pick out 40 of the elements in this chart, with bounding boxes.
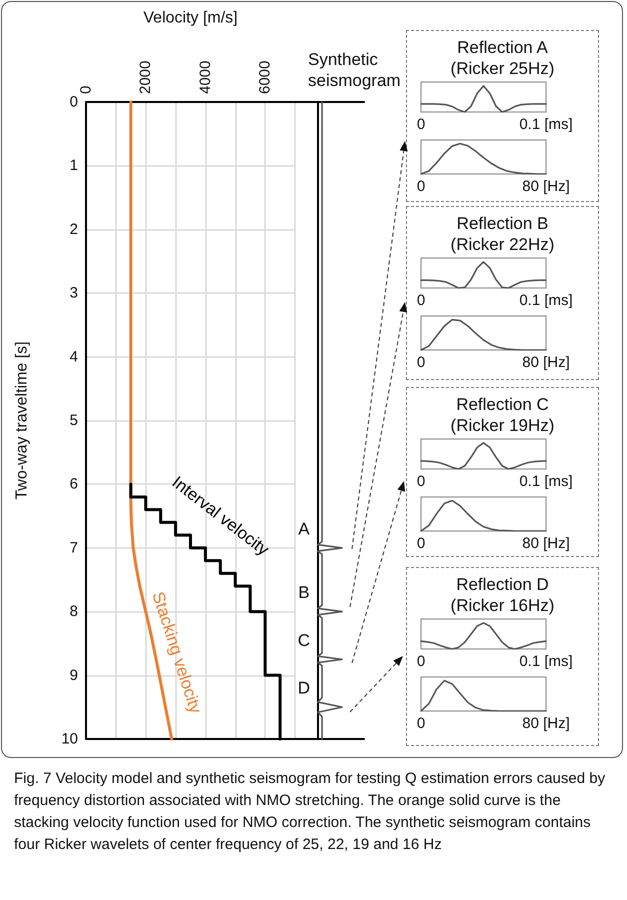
x-tick-label: 0 — [78, 86, 94, 94]
text: A — [298, 519, 310, 538]
x-tick-label: 4000 — [196, 60, 214, 94]
text: Stacking velocity — [148, 589, 206, 716]
chart-subtitle: (Ricker 19Hz) — [450, 416, 554, 435]
x-tick-label: 0.1 [ms] — [519, 473, 573, 490]
y-tick-label: 0 — [70, 94, 78, 110]
y-tick-label: 1 — [70, 157, 78, 174]
x-tick-label: 80 [Hz] — [522, 715, 570, 732]
chart-title: Synthetic seismogram — [308, 50, 401, 90]
y-tick-label: 2 — [70, 220, 78, 238]
y-tick-label: 4 — [70, 348, 78, 366]
chart-title: Reflection B — [456, 214, 548, 233]
x-tick-label: 0.1 [ms] — [519, 292, 573, 309]
chart-subtitle: (Ricker 22Hz) — [450, 235, 554, 254]
y-tick-label: 6 — [70, 476, 78, 493]
y-tick-label: 9 — [70, 666, 78, 684]
text: D — [298, 678, 310, 698]
x-tick-label: 0.1 [ms] — [519, 116, 573, 133]
x-tick-label: 80 [Hz] — [522, 178, 570, 195]
x-tick-label: 80 [Hz] — [522, 535, 570, 552]
y-tick-label: 7 — [70, 539, 78, 556]
text: C — [298, 630, 310, 650]
y-tick-label: 3 — [70, 284, 78, 302]
chart-title: Reflection D — [456, 575, 549, 594]
y-tick-label: 5 — [70, 412, 78, 429]
chart-subtitle: (Ricker 25Hz) — [450, 59, 554, 78]
chart-title: Reflection C — [456, 395, 549, 414]
x-axis-title: Velocity [m/s] — [143, 10, 238, 26]
x-tick-label: 0.1 [ms] — [519, 653, 573, 670]
y-tick-label: 10 — [61, 730, 78, 748]
caption: Fig. 7 Velocity model and synthetic seismogram for testing Q estimation errors caused by frequency distortion associated with NMO stretching. The orange solid curve is the stacking velocity function used for NMO correction. The synthetic seismogram contains four Ricker wavelets of center frequency of 25, 22, 19 and 16 Hz — [14, 769, 606, 855]
chart-title: Reflection A — [457, 38, 549, 57]
text: B — [298, 583, 310, 602]
x-tick-label: 6000 — [256, 60, 274, 94]
y-axis-title: Two-way traveltime [s] — [14, 341, 30, 500]
x-tick-label: 80 [Hz] — [522, 354, 570, 371]
y-tick-label: 8 — [70, 603, 78, 620]
x-tick-label: 2000 — [137, 60, 154, 94]
chart-subtitle: (Ricker 16Hz) — [450, 596, 554, 615]
